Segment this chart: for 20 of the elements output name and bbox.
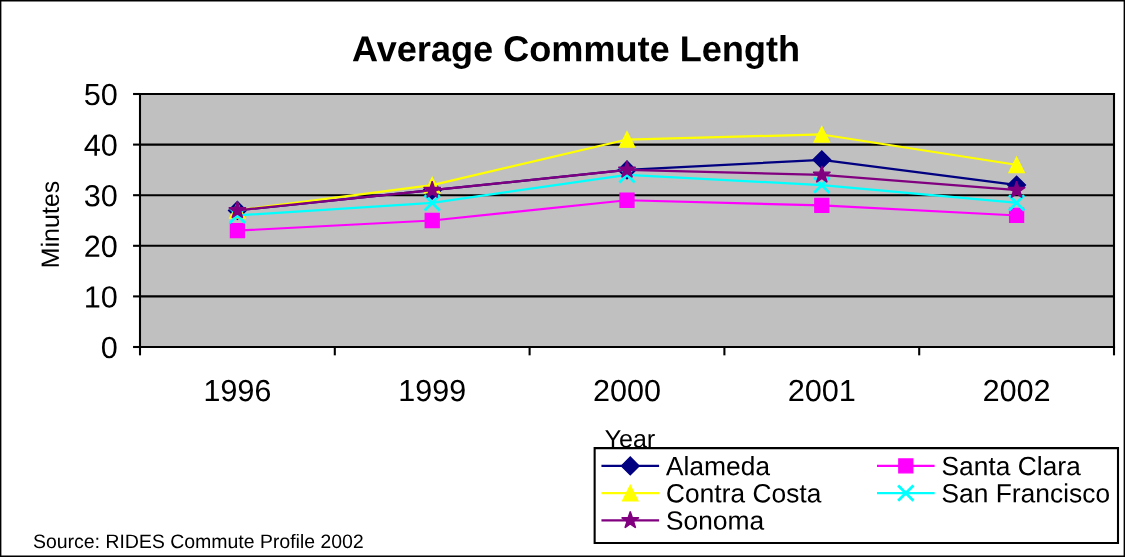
x-tick-label: 2002 [984, 379, 1050, 402]
legend-label: Alameda [665, 456, 771, 476]
x-tick-label: 2001 [789, 379, 855, 402]
y-tick-label: 20 [85, 235, 117, 258]
y-tick-label: 10 [86, 286, 117, 308]
source-note: Source: RIDES Commute Profile 2002 [33, 533, 363, 549]
x-axis-title: Year [605, 430, 655, 448]
x-tick-label: 2000 [594, 379, 660, 402]
chart-title: Average Commute Length [352, 35, 798, 69]
legend-label: Contra Costa [667, 483, 822, 503]
y-tick-label: 50 [85, 83, 117, 106]
y-tick-label: 30 [84, 184, 117, 207]
legend-label: Santa Clara [942, 456, 1081, 476]
y-axis-title: Minutes [40, 181, 60, 267]
x-tick-label: 1999 [400, 379, 465, 402]
legend-label: San Francisco [942, 483, 1109, 503]
x-tick-label: 1996 [205, 379, 271, 402]
y-tick-label: 0 [101, 336, 117, 359]
y-tick-label: 40 [84, 134, 117, 156]
legend-label: Sonoma [667, 511, 765, 530]
